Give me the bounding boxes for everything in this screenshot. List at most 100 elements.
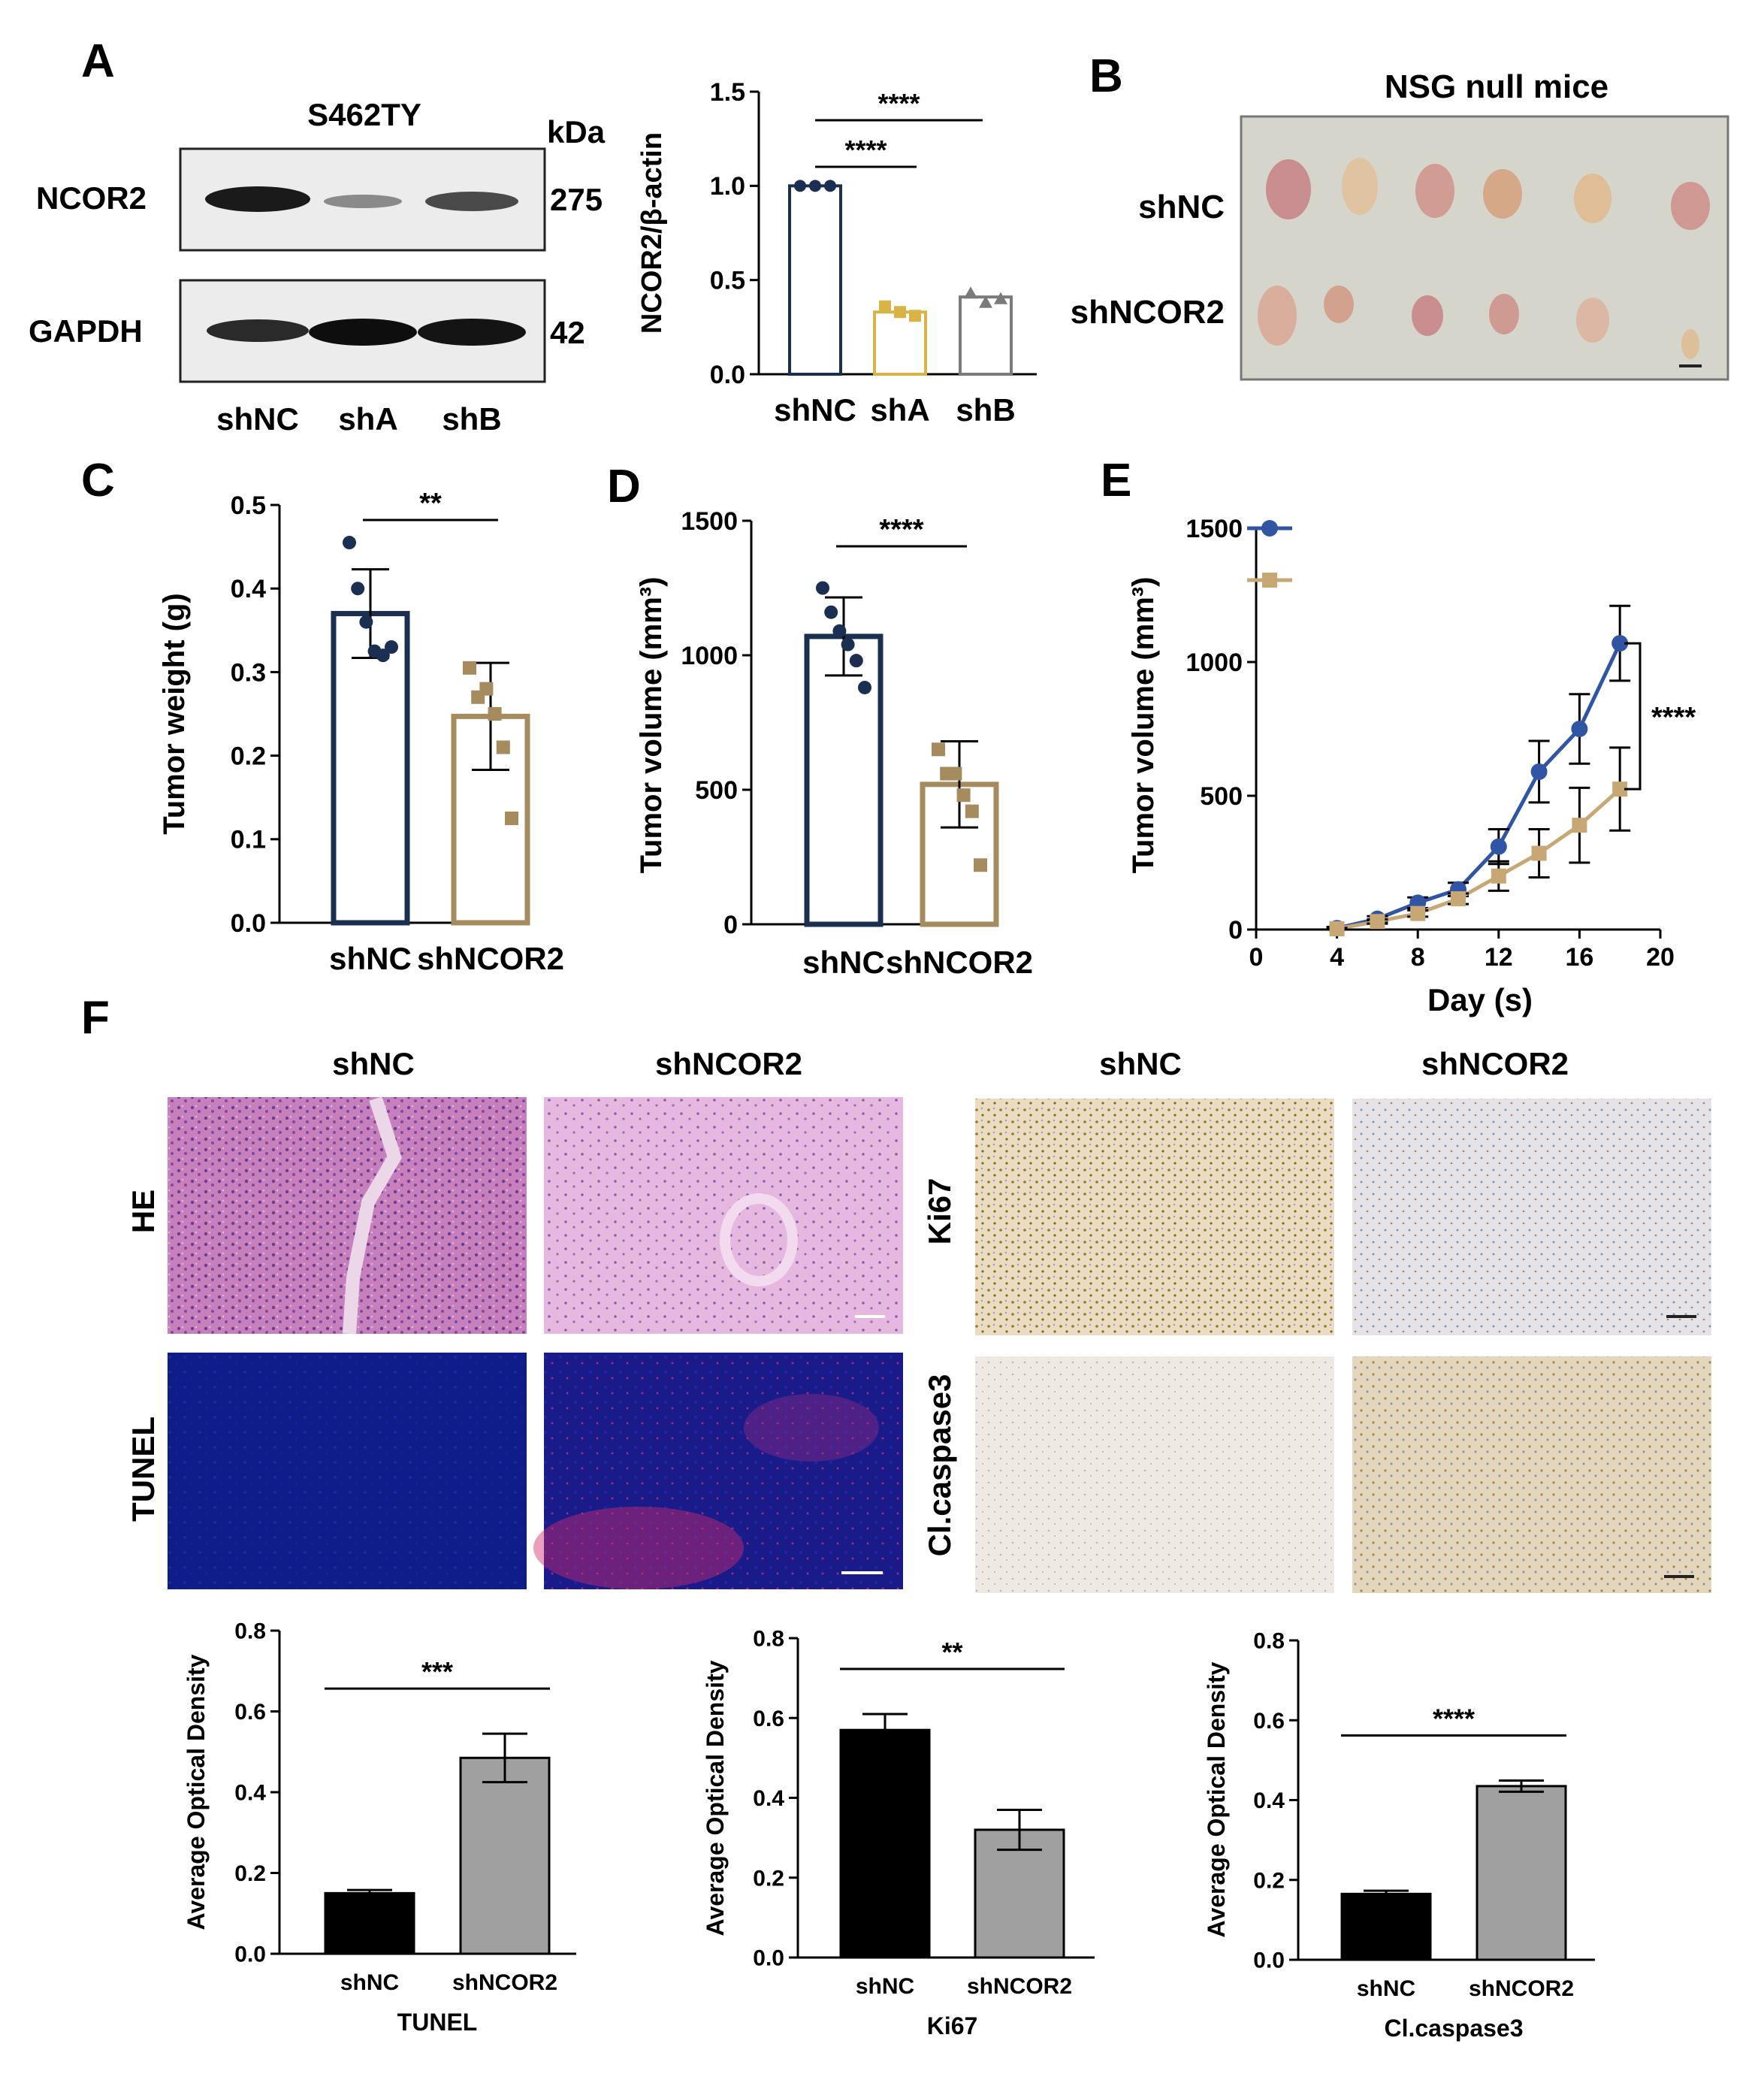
data-point	[974, 858, 987, 872]
tunel-shncor2-image	[544, 1353, 903, 1589]
data-point	[463, 661, 476, 675]
y-tick-label: 1500	[1186, 515, 1243, 543]
data-point	[1611, 635, 1629, 652]
data-point	[1370, 914, 1385, 930]
chart-growth-curve: 0 500 1000 1500 0 4 8 12 16 20 Day (s) Tumor volume…	[1127, 515, 1696, 1017]
data-point	[849, 654, 863, 668]
data-point	[1410, 905, 1426, 921]
histology: shNC shNCOR2 shNC shNCOR2 HE TUNEL Ki67 …	[125, 1046, 1711, 1593]
bar	[331, 611, 410, 926]
x-tick-label: shNC	[1357, 1976, 1415, 2001]
chart-od-ki67: 0.0 0.2 0.4 0.6 0.8 Average Optical Density sh…	[702, 1627, 1095, 2039]
y-tick-label: 0.4	[231, 575, 266, 603]
data-point	[351, 582, 365, 596]
y-tick-label: 1000	[681, 642, 738, 670]
hist-row-he: HE	[125, 1190, 161, 1233]
data-point	[964, 286, 977, 299]
data-point	[824, 180, 836, 192]
tumor	[1342, 158, 1378, 215]
tumor-row-shncor2	[1258, 286, 1699, 359]
x-tick-label: shNCOR2	[886, 945, 1033, 980]
blot-kda-42: 42	[550, 315, 585, 350]
data-point	[1612, 782, 1628, 797]
blot-lane-shnc: shNC	[216, 401, 299, 437]
hist-col-left-shncor2: shNCOR2	[655, 1046, 802, 1081]
x-tick-label: shNC	[774, 392, 856, 428]
y-tick-label: 0.2	[231, 742, 266, 771]
blot-lane-sha: shA	[338, 401, 397, 437]
data-point	[1490, 838, 1507, 855]
y-tick-label: 0.8	[1253, 1629, 1285, 1654]
bar	[1476, 1785, 1567, 1961]
x-tick-label: shNC	[340, 1970, 399, 1995]
tumor	[1412, 295, 1443, 336]
y-tick-label: 0.2	[1253, 1868, 1285, 1893]
x-tick-label: 20	[1646, 943, 1675, 972]
y-axis-label: Average Optical Density	[1203, 1661, 1230, 1937]
x-tick-label: shNC	[329, 941, 412, 976]
data-point	[343, 536, 356, 550]
x-tick-label: 8	[1411, 943, 1425, 972]
x-tick-label: 0	[1249, 943, 1264, 972]
chart-od-tunel: 0.0 0.2 0.4 0.6 0.8 Average Optical Density sh…	[183, 1619, 576, 2036]
band-gapdh-shnc	[207, 319, 309, 342]
bar	[804, 633, 884, 927]
y-tick-label: 0.6	[234, 1700, 266, 1725]
y-tick-label: 0.4	[234, 1781, 266, 1806]
tumor-photo-bg	[1240, 115, 1729, 381]
series-line	[1337, 788, 1621, 931]
x-tick-label: shA	[870, 392, 929, 428]
bar	[839, 1728, 931, 1959]
data-point	[809, 180, 821, 192]
hist-row-ki67: Ki67	[922, 1178, 957, 1245]
bar	[974, 1828, 1065, 1959]
y-tick-label: 0.0	[710, 361, 745, 389]
blot-kda-label: kDa	[547, 114, 606, 150]
band-gapdh-sha	[309, 319, 417, 346]
band-ncor2-shnc	[205, 186, 310, 212]
clcaspase3-shnc-image	[975, 1356, 1334, 1593]
bar	[324, 1891, 415, 1955]
tumor	[1483, 169, 1522, 219]
tunel-shncor2-apoptotic-area	[533, 1507, 744, 1589]
chart-tumor-volume: 0 500 1000 1500 Tumor volume (mm³) shNC shNCOR…	[635, 507, 1033, 980]
x-axis-label: Day (s)	[1427, 982, 1533, 1017]
y-tick-label: 500	[695, 776, 738, 805]
he-shncor2-vessel	[720, 1193, 798, 1286]
chart-od-clcaspase3: 0.0 0.2 0.4 0.6 0.8 Average Optical Density sh…	[1203, 1629, 1595, 2042]
tunel-shncor2-apoptotic-area	[744, 1394, 879, 1462]
x-tick-label: shNCOR2	[1469, 1976, 1574, 2001]
y-axis-label: Tumor volume (mm³)	[1127, 577, 1160, 874]
chart-ncor2-quant: 0.0 0.5 1.0 1.5 NCOR2/β-actin shNC shA shB **** *…	[636, 78, 1037, 428]
y-tick-label: 0.0	[1253, 1948, 1285, 1973]
x-tick-label: shNCOR2	[967, 1974, 1072, 1999]
band-ncor2-sha	[324, 195, 402, 208]
y-tick-label: 0.2	[234, 1861, 266, 1886]
y-axis-label: NCOR2/β-actin	[636, 132, 668, 334]
chart-tumor-weight: 0.0 0.1 0.2 0.3 0.4 0.5 Tumor weight (g) shNC sh…	[158, 488, 564, 976]
y-tick-label: 0	[723, 911, 738, 939]
tunel-shnc-image	[168, 1353, 527, 1589]
ki67-shncor2-image	[1352, 1099, 1711, 1335]
y-tick-label: 1500	[681, 507, 738, 536]
panel-label-a: A	[81, 35, 115, 87]
data-point	[956, 788, 971, 803]
panel-label-b: B	[1089, 50, 1123, 102]
y-tick-label: 0.8	[753, 1627, 784, 1652]
he-shncor2-image	[544, 1097, 903, 1334]
significance-label: ****	[879, 514, 923, 546]
hist-col-right-shnc: shNC	[1099, 1046, 1182, 1081]
y-axis-label: Tumor volume (mm³)	[635, 577, 668, 874]
band-ncor2-shb	[425, 192, 518, 211]
y-tick-label: 0.6	[753, 1707, 784, 1731]
hist-row-clcaspase3: Cl.caspase3	[922, 1374, 957, 1557]
bar	[459, 1756, 551, 1955]
x-tick-label: shB	[956, 392, 1015, 428]
x-tick-label: shNC	[856, 1974, 914, 1999]
mice-row-shnc: shNC	[1138, 189, 1225, 225]
hist-col-left-shnc: shNC	[332, 1046, 415, 1081]
y-tick-label: 500	[1200, 782, 1243, 811]
data-point	[1531, 845, 1547, 861]
